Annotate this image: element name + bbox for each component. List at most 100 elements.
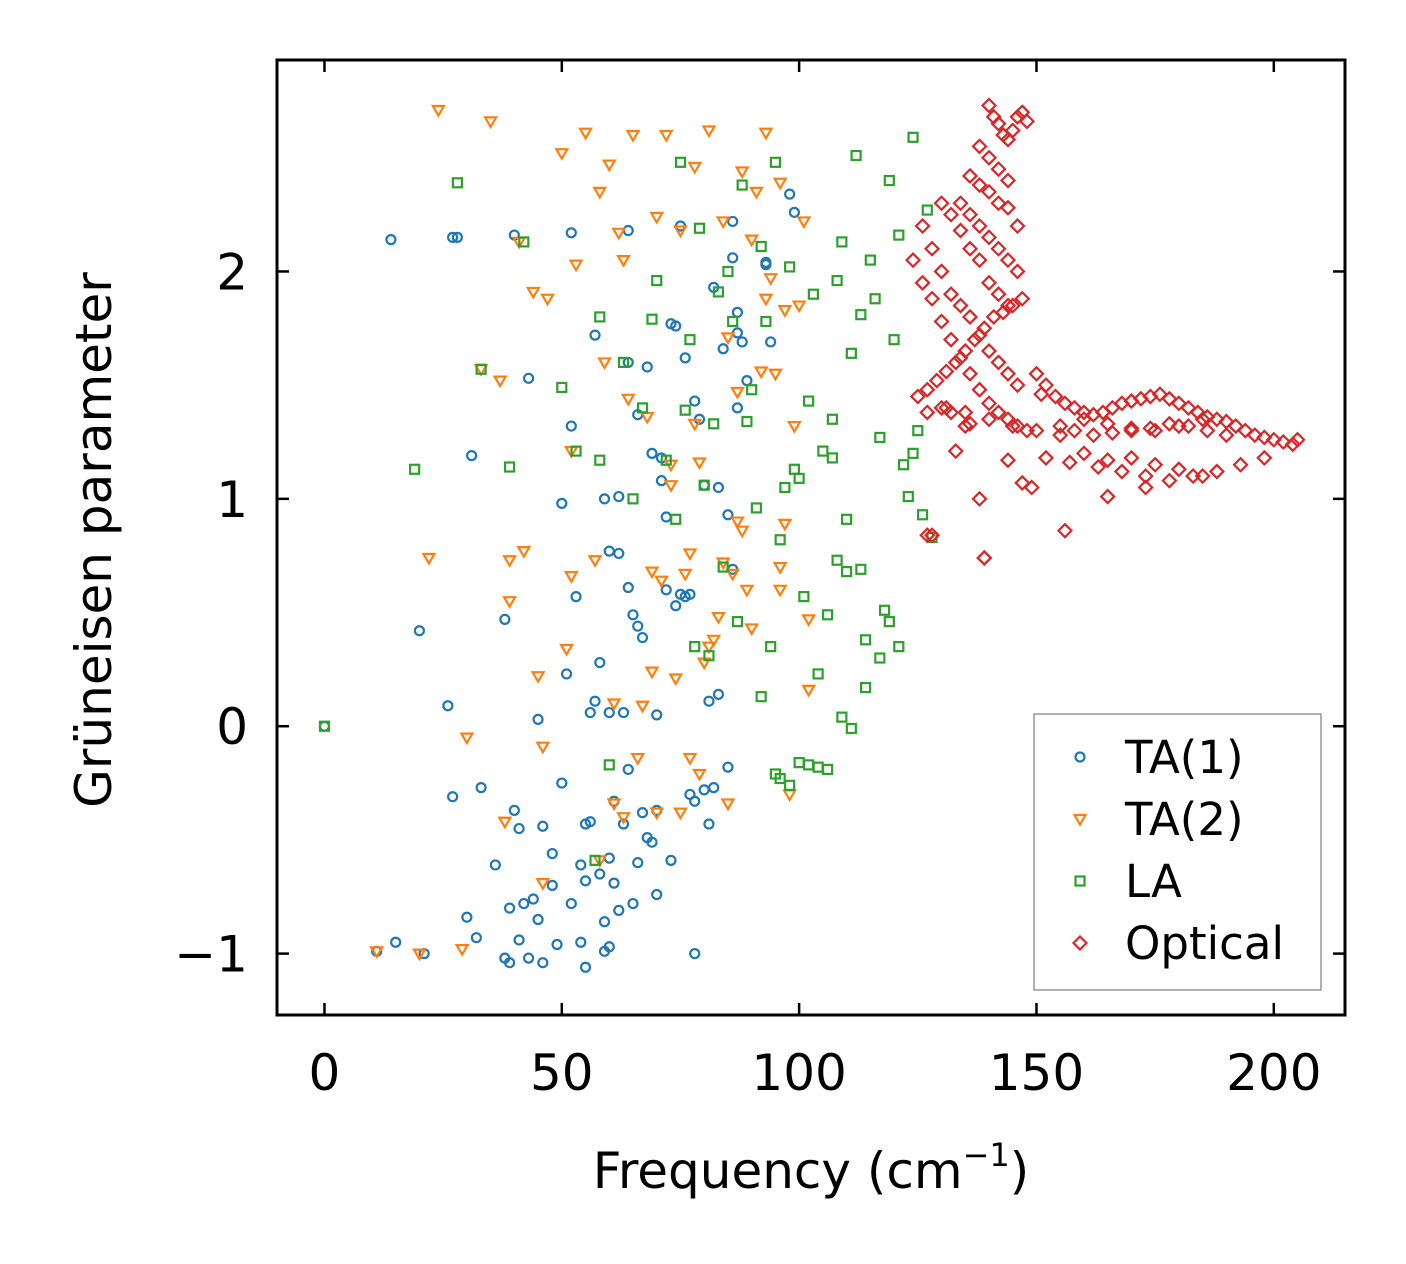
ta-2-point (530, 671, 546, 684)
optical-point (1009, 418, 1026, 435)
ta-2-point (682, 752, 698, 766)
la-point (840, 566, 853, 578)
ta-2-point (430, 104, 446, 118)
optical-point (990, 195, 1007, 212)
ta-1-point (608, 877, 620, 889)
la-point (670, 513, 682, 525)
ta-2-point (720, 798, 736, 812)
ta-2-point (563, 571, 579, 584)
optical-point (933, 195, 950, 212)
optical-point (1090, 458, 1107, 476)
la-point (907, 447, 919, 459)
ta-1-point (513, 822, 525, 835)
ta-1-point (598, 916, 611, 928)
optical-point (1075, 445, 1092, 462)
optical-point (990, 115, 1007, 132)
optical-point (1066, 422, 1083, 439)
ta-2-point (772, 177, 788, 191)
optical-point (1232, 456, 1249, 473)
ta-2-point (516, 546, 532, 559)
ta-2-point (730, 386, 745, 400)
optical-point (976, 549, 993, 567)
ta-1-point (665, 854, 677, 866)
ta-1-point (518, 897, 530, 910)
la-point (475, 363, 487, 375)
optical-point (1047, 388, 1064, 405)
optical-point (1289, 431, 1306, 448)
ta-1-point (679, 352, 691, 364)
optical-point (1014, 474, 1031, 491)
optical-point (938, 399, 955, 416)
ta-1-point (722, 509, 734, 521)
optical-point (1137, 468, 1154, 485)
ta-2-point (730, 516, 745, 530)
ta-1-point (565, 227, 577, 239)
y-tick-label: −1 (174, 926, 248, 984)
ta-1-point (522, 952, 535, 964)
ta-2-point (649, 807, 665, 821)
optical-point (971, 138, 988, 155)
optical-point (909, 388, 926, 405)
optical-point (1009, 217, 1026, 235)
la-point (912, 425, 924, 437)
legend-label-la: LA (1125, 855, 1182, 908)
optical-point (999, 199, 1017, 216)
optical-point (1161, 390, 1178, 407)
ta-2-point (601, 159, 617, 173)
optical-point (1099, 488, 1116, 505)
ta-1-point (632, 857, 644, 869)
ta-1-point (727, 215, 739, 228)
optical-point (976, 320, 993, 337)
optical-point (1170, 418, 1187, 435)
la-point (855, 563, 867, 575)
ta-2-point (578, 127, 593, 141)
ta-2-point (744, 623, 760, 637)
optical-point (961, 365, 979, 382)
ta-2-point (677, 568, 693, 582)
ticks-layer: 0 50 100 150 200 −1 0 1 2 (174, 60, 1345, 1102)
optical-point (971, 177, 988, 194)
optical-point (1066, 399, 1083, 416)
ta-2-point (701, 641, 717, 655)
optical-point (961, 240, 979, 257)
optical-point (1052, 427, 1069, 444)
ta-2-point (369, 946, 385, 960)
la-point (902, 490, 914, 503)
ta-2-point (772, 561, 788, 575)
ta-1-point (532, 713, 544, 726)
ta-1-point (589, 329, 601, 341)
ta-2-point (483, 116, 499, 130)
ta-2-point (767, 368, 783, 382)
ta-2-point (715, 216, 731, 230)
optical-point (919, 381, 936, 398)
la-point (779, 481, 791, 494)
ta-1-point (627, 897, 639, 910)
ta-1-point (622, 581, 634, 594)
ta-1-point (670, 600, 682, 612)
optical-point (1028, 422, 1045, 439)
ta-1-point (598, 945, 611, 957)
la-point (855, 309, 867, 321)
ta-2-point (454, 943, 470, 957)
optical-point (1256, 449, 1273, 466)
ta-1-point (556, 777, 568, 789)
ta-2-point (692, 457, 707, 471)
la-point (793, 472, 805, 484)
x-tick-label: 200 (1226, 1044, 1321, 1102)
optical-point (1180, 399, 1197, 416)
optical-point (1033, 386, 1050, 403)
ta-2-point (421, 552, 437, 566)
ta-1-point (617, 706, 630, 719)
la-point (769, 156, 782, 168)
optical-point (990, 286, 1007, 303)
ta-2-point (411, 948, 427, 962)
optical-point (1028, 365, 1045, 382)
optical-point (999, 252, 1017, 269)
optical-point (1004, 297, 1021, 314)
ta-1-point (689, 795, 701, 807)
optical-point (980, 411, 998, 428)
la-point (760, 315, 772, 328)
ta-2-point (739, 584, 755, 598)
ta-1-point (579, 961, 592, 973)
